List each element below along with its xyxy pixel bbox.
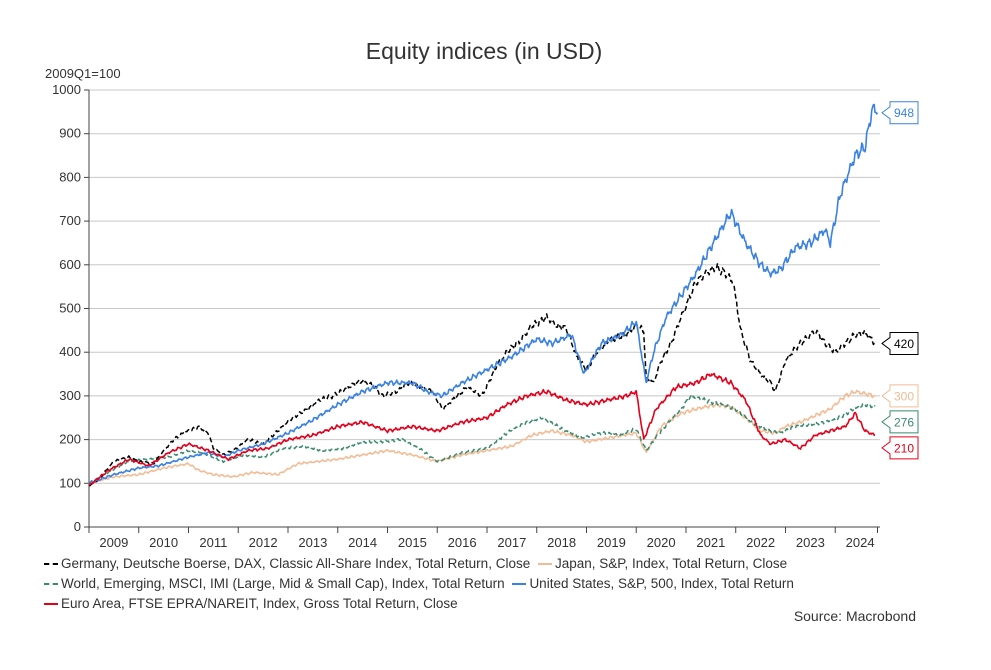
x-tick-label: 2017 xyxy=(497,535,526,550)
y-tick-label: 100 xyxy=(59,475,81,490)
y-tick-label: 600 xyxy=(59,257,81,272)
series-line-1 xyxy=(88,389,875,485)
end-label-value: 420 xyxy=(894,337,914,351)
legend-item-emerging: World, Emerging, MSCI, IMI (Large, Mid &… xyxy=(44,574,505,594)
series-line-4 xyxy=(88,372,876,486)
axes: 0 100 200 300 400 500 600 700 800 900 1000 2009 2010… xyxy=(52,82,879,550)
source-note: Source: Macrobond xyxy=(793,608,916,624)
legend-label-emerging: World, Emerging, MSCI, IMI (Large, Mid &… xyxy=(61,576,505,591)
y-tick-label: 200 xyxy=(59,432,81,447)
legend: Germany, Deutsche Boerse, DAX, Classic A… xyxy=(44,554,944,614)
legend-label-germany: Germany, Deutsche Boerse, DAX, Classic A… xyxy=(61,556,531,571)
series-line-2 xyxy=(88,393,876,485)
x-tick-label: 2012 xyxy=(249,535,278,550)
y-tick-label: 500 xyxy=(59,301,81,316)
x-tick-label: 2016 xyxy=(448,535,477,550)
y-tick-label: 800 xyxy=(59,169,81,184)
x-tick-label: 2010 xyxy=(149,535,178,550)
x-tick-label: 2015 xyxy=(398,535,427,550)
legend-label-us: United States, S&P, 500, Index, Total Re… xyxy=(529,576,794,591)
y-tick-label: 300 xyxy=(59,388,81,403)
legend-label-euro: Euro Area, FTSE EPRA/NAREIT, Index, Gros… xyxy=(61,596,458,611)
y-tick-label: 1000 xyxy=(52,82,81,97)
x-tick-label: 2021 xyxy=(696,535,725,550)
x-tick-label: 2020 xyxy=(647,535,676,550)
end-label-value: 276 xyxy=(894,415,914,429)
legend-swatch-germany xyxy=(44,563,58,566)
x-tick-label: 2009 xyxy=(99,535,128,550)
end-label-box-1 xyxy=(881,384,919,408)
legend-item-germany: Germany, Deutsche Boerse, DAX, Classic A… xyxy=(44,554,530,574)
legend-item-japan: Japan, S&P, Index, Total Return, Close xyxy=(537,554,788,574)
series-lines xyxy=(88,103,879,487)
y-tick-label: 900 xyxy=(59,126,81,141)
end-label-box-0 xyxy=(881,331,919,355)
series-line-0 xyxy=(88,262,875,487)
end-label-box-4 xyxy=(881,436,919,460)
x-tick-label: 2013 xyxy=(298,535,327,550)
x-tick-label: 2019 xyxy=(597,535,626,550)
end-label-box-3 xyxy=(881,101,919,125)
x-tick-label: 2024 xyxy=(846,535,875,550)
legend-swatch-euro xyxy=(44,603,58,606)
legend-item-euro: Euro Area, FTSE EPRA/NAREIT, Index, Gros… xyxy=(44,594,458,614)
gridlines xyxy=(89,89,880,528)
chart-title: Equity indices (in USD) xyxy=(365,38,603,64)
legend-swatch-emerging xyxy=(44,583,58,586)
legend-swatch-us xyxy=(512,583,527,586)
x-tick-label: 2014 xyxy=(348,535,377,550)
legend-item-us: United States, S&P, 500, Index, Total Re… xyxy=(512,574,794,594)
legend-swatch-japan xyxy=(537,563,552,566)
end-label-box-2 xyxy=(881,410,919,434)
y-tick-label: 0 xyxy=(74,519,81,534)
end-label-value: 210 xyxy=(894,441,914,455)
y-axis-unit-label: 2009Q1=100 xyxy=(45,66,121,81)
legend-label-japan: Japan, S&P, Index, Total Return, Close xyxy=(554,556,788,571)
end-label-value: 948 xyxy=(894,106,914,120)
end-value-labels: 420 300 276 948 210 xyxy=(881,101,919,460)
y-tick-label: 700 xyxy=(59,213,81,228)
x-tick-label: 2018 xyxy=(547,535,576,550)
x-tick-label: 2011 xyxy=(199,535,227,550)
end-label-value: 300 xyxy=(894,389,914,403)
y-tick-label: 400 xyxy=(59,344,81,359)
x-tick-label: 2023 xyxy=(796,535,825,550)
x-tick-label: 2022 xyxy=(746,535,775,550)
